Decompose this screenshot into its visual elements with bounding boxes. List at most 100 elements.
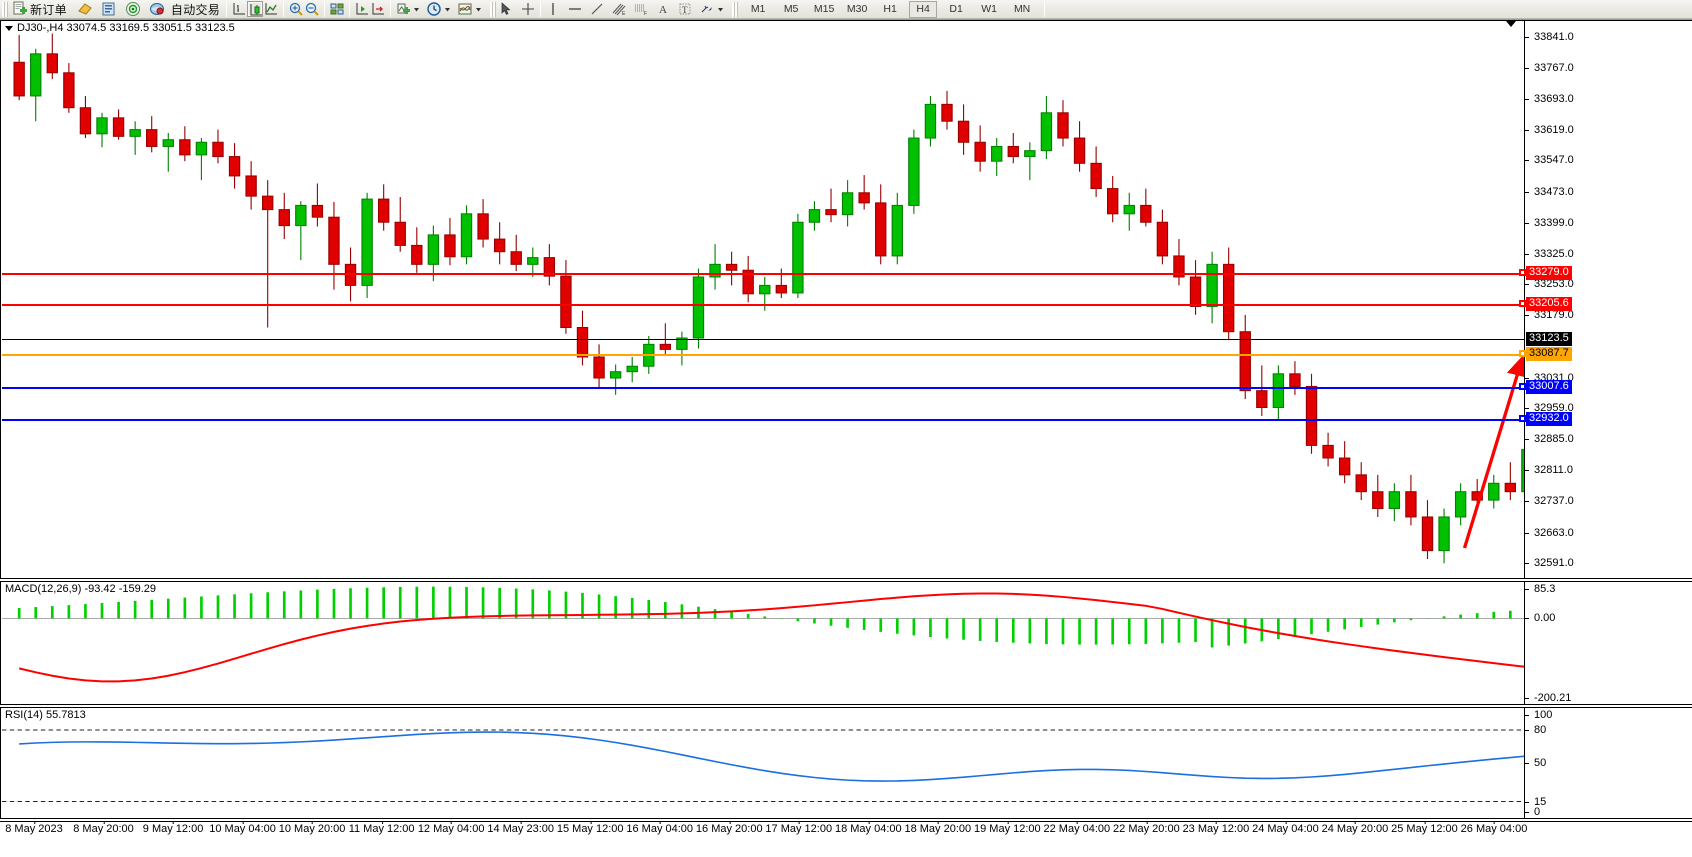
price-line-handle[interactable] (1519, 383, 1526, 391)
timeframe-w1[interactable]: W1 (981, 3, 997, 15)
fibonacci-icon[interactable]: F (633, 1, 649, 17)
text-label-icon[interactable]: A (655, 1, 671, 17)
rsi-tick: 50 (1525, 757, 1546, 769)
price-line-current-price[interactable] (2, 338, 1524, 340)
time-axis[interactable]: 8 May 2023 8 May 20:00 9 May 12:00 10 May 0… (0, 821, 1692, 857)
candlestick-chart-icon[interactable] (247, 1, 264, 17)
zoom-out-icon[interactable] (304, 1, 320, 17)
data-window-icon[interactable] (77, 1, 93, 17)
timeframe-m30[interactable]: M30 (846, 3, 868, 15)
toolbar-separator-3 (324, 1, 326, 17)
toolbar-grip-2[interactable] (490, 1, 497, 17)
rsi-pane[interactable]: RSI(14) 55.7813 100 80 50 15 0 (0, 707, 1692, 819)
timeframe-group: M1 M5 M15 M30 H1 H4 D1 W1 MN (744, 0, 1036, 18)
arrows-shapes-icon[interactable] (699, 1, 715, 17)
price-tick: 33179.0 (1525, 309, 1574, 321)
price-badge-current-price[interactable]: 33123.5 (1526, 331, 1572, 346)
horizontal-line-icon[interactable] (567, 1, 583, 17)
equidistant-channel-icon[interactable]: E (611, 1, 627, 17)
signals-icon[interactable] (125, 1, 141, 17)
crosshair-icon[interactable] (520, 1, 536, 17)
price-line-resistance[interactable] (2, 273, 1524, 276)
svg-text:T: T (682, 5, 688, 15)
templates-icon[interactable] (457, 1, 473, 17)
new-order-label: 新订单 (30, 2, 67, 17)
cursor-arrow-icon[interactable] (498, 1, 514, 17)
price-badge-pending-order[interactable]: 33087.7 (1519, 346, 1572, 361)
auto-scroll-icon[interactable] (370, 1, 386, 17)
timeframe-m1[interactable]: M1 (750, 3, 766, 15)
price-pane[interactable]: DJ30-,H4 33074.5 33169.5 33051.5 33123.5… (0, 20, 1692, 579)
timeframe-m15[interactable]: M15 (813, 3, 835, 15)
text-box-icon[interactable]: T (677, 1, 693, 17)
rsi-tick: 0 (1525, 806, 1540, 818)
toolbar-separator-7 (1044, 1, 1046, 17)
price-tick: 33399.0 (1525, 217, 1574, 229)
bar-chart-icon[interactable] (231, 1, 247, 17)
candlestick-series (13, 33, 1599, 564)
symbol-dropdown-icon[interactable] (5, 25, 13, 31)
period-clock-icon[interactable] (426, 1, 442, 17)
svg-text:E: E (622, 11, 626, 17)
price-badge-resistance[interactable]: 33205.6 (1519, 297, 1572, 312)
toolbar-grip[interactable] (2, 1, 8, 17)
new-order-button[interactable]: 新订单 (10, 1, 69, 18)
chart-shift-icon[interactable] (354, 1, 370, 17)
time-tick: 10 May 04:00 (209, 822, 276, 835)
vertical-line-icon[interactable] (545, 1, 561, 17)
time-tick: 17 May 12:00 (765, 822, 833, 835)
macd-label: MACD(12,26,9) -93.42 -159.29 (5, 583, 157, 595)
line-chart-icon[interactable] (263, 1, 279, 17)
timeframe-h4[interactable]: H4 (909, 0, 938, 18)
macd-scale[interactable]: 85.3 0.00 -200.21 (1524, 582, 1692, 704)
market-icon[interactable] (149, 1, 165, 17)
price-line-support[interactable] (2, 419, 1524, 422)
chevron-down-icon[interactable] (715, 1, 726, 17)
macd-pane[interactable]: MACD(12,26,9) -93.42 -159.29 85.3 0.00 -20… (0, 581, 1692, 705)
time-tick: 25 May 12:00 (1391, 822, 1458, 835)
time-tick: 18 May 04:00 (834, 822, 902, 835)
rsi-plot[interactable] (2, 708, 1692, 818)
price-badge-support[interactable]: 32932.0 (1519, 412, 1572, 427)
time-tick: 9 May 12:00 (142, 822, 204, 835)
timeframe-m5[interactable]: M5 (783, 3, 799, 15)
chevron-down-icon[interactable] (473, 1, 484, 17)
tile-windows-icon[interactable] (329, 1, 345, 17)
trendline-icon[interactable] (589, 1, 605, 17)
price-line-resistance[interactable] (2, 304, 1524, 307)
chart-area[interactable]: DJ30-,H4 33074.5 33169.5 33051.5 33123.5… (0, 19, 1692, 857)
svg-text:F: F (644, 11, 647, 17)
price-line-support[interactable] (2, 387, 1524, 390)
price-line-handle[interactable] (1519, 349, 1526, 357)
timeframe-mn[interactable]: MN (1013, 3, 1031, 15)
chevron-down-icon[interactable] (411, 1, 422, 17)
price-line-pending-order[interactable] (2, 353, 1524, 356)
price-scale[interactable]: 33841.0 33767.0 33693.0 33619.0 33547.0 33473… (1519, 21, 1692, 578)
rsi-scale[interactable]: 100 80 50 15 0 (1524, 708, 1692, 818)
auto-trading-button[interactable]: 自动交易 (169, 1, 222, 18)
add-indicator-icon[interactable] (395, 1, 411, 17)
chart-collapse-caret[interactable] (1506, 21, 1516, 27)
price-line-handle[interactable] (1519, 269, 1526, 277)
macd-plot[interactable] (2, 582, 1692, 704)
price-badge-resistance[interactable]: 33279.0 (1519, 266, 1572, 281)
time-tick: 23 May 12:00 (1182, 822, 1250, 835)
timeframe-h1[interactable]: H1 (883, 3, 897, 15)
chart-symbol-header: DJ30-,H4 33074.5 33169.5 33051.5 33123.5 (5, 22, 235, 34)
price-line-handle[interactable] (1519, 415, 1526, 423)
time-tick: 14 May 23:00 (487, 822, 554, 835)
macd-tick: -200.21 (1525, 692, 1571, 704)
price-line-handle[interactable] (1519, 300, 1526, 308)
time-tick: 11 May 12:00 (348, 822, 415, 835)
price-badge-support[interactable]: 33007.6 (1519, 380, 1572, 395)
new-order-icon (12, 1, 28, 17)
chevron-down-icon[interactable] (442, 1, 453, 17)
price-plot[interactable] (2, 21, 1692, 578)
time-tick: 10 May 20:00 (278, 822, 346, 835)
toolbar-separator-1 (226, 1, 228, 17)
timeframe-d1[interactable]: D1 (949, 3, 963, 15)
zoom-in-icon[interactable] (288, 1, 304, 17)
price-tick: 33841.0 (1525, 31, 1574, 43)
news-icon[interactable] (101, 1, 117, 17)
toolbar-grip-3[interactable] (732, 1, 739, 17)
